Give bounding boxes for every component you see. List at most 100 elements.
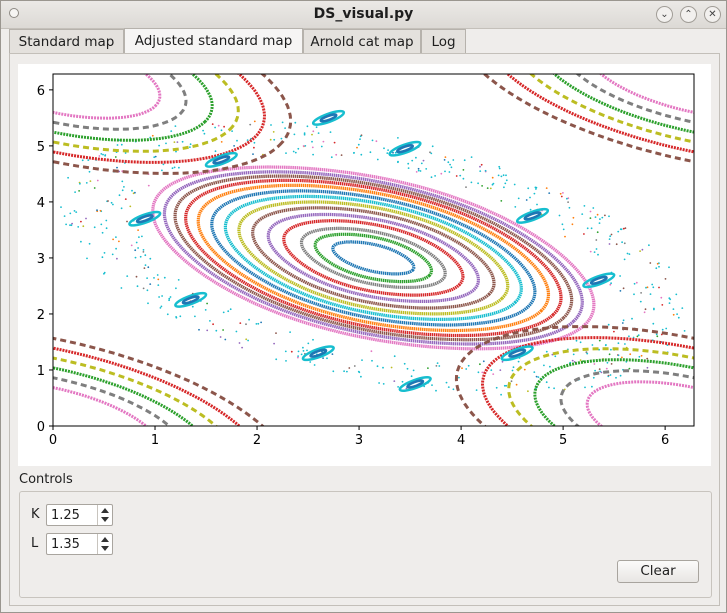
sea-point bbox=[579, 359, 582, 361]
sea-point bbox=[597, 253, 599, 256]
sea-point bbox=[503, 384, 506, 387]
sea-point bbox=[470, 181, 473, 184]
sea-point bbox=[619, 275, 621, 277]
sea-point bbox=[653, 308, 655, 311]
sea-point bbox=[357, 370, 360, 373]
sea-point bbox=[343, 370, 345, 373]
sea-point bbox=[236, 139, 238, 142]
maximize-icon[interactable]: ⌃ bbox=[680, 6, 697, 23]
sea-point bbox=[311, 146, 314, 149]
chaotic-sea bbox=[60, 120, 686, 396]
tab-adjusted-standard-map[interactable]: Adjusted standard map bbox=[124, 28, 303, 54]
sea-point bbox=[641, 248, 644, 251]
tab-log[interactable]: Log bbox=[421, 29, 466, 53]
k-value[interactable]: 1.25 bbox=[51, 508, 80, 523]
sea-point bbox=[664, 278, 667, 280]
sea-point bbox=[645, 286, 647, 289]
sea-point bbox=[500, 175, 503, 178]
sea-point bbox=[599, 370, 601, 373]
tab-arnold-cat-map[interactable]: Arnold cat map bbox=[303, 29, 421, 53]
sea-point bbox=[126, 275, 129, 277]
sea-point bbox=[501, 360, 504, 363]
l-up-arrow-icon[interactable] bbox=[101, 537, 109, 542]
sea-point bbox=[88, 242, 91, 245]
sea-point bbox=[417, 169, 420, 172]
sea-point bbox=[435, 389, 437, 392]
l-spinbox[interactable]: 1.35 bbox=[46, 533, 113, 555]
sea-point bbox=[203, 132, 206, 135]
sea-point bbox=[490, 369, 493, 371]
sea-point bbox=[535, 188, 537, 190]
sea-point bbox=[592, 376, 595, 379]
l-down-arrow-icon[interactable] bbox=[101, 546, 109, 551]
sea-point bbox=[322, 357, 324, 359]
sea-point bbox=[120, 287, 123, 289]
sea-point bbox=[651, 339, 654, 342]
sea-point bbox=[429, 151, 431, 154]
island-ellipse bbox=[319, 113, 338, 123]
sea-point bbox=[560, 195, 563, 198]
x-tick-label: 1 bbox=[151, 433, 159, 448]
sea-point bbox=[124, 152, 127, 154]
sea-point bbox=[401, 380, 404, 383]
sea-point bbox=[211, 123, 214, 125]
sea-point bbox=[312, 153, 314, 156]
sea-point bbox=[591, 344, 594, 346]
invariant-curve bbox=[151, 165, 596, 351]
sea-point bbox=[302, 145, 305, 147]
sea-point bbox=[249, 123, 252, 126]
window-menu-icon[interactable] bbox=[9, 8, 19, 18]
clear-button[interactable]: Clear bbox=[617, 560, 699, 583]
sea-point bbox=[626, 252, 629, 255]
sea-point bbox=[410, 375, 413, 378]
k-down-arrow-icon[interactable] bbox=[101, 517, 109, 522]
sea-point bbox=[315, 126, 318, 129]
minimize-icon[interactable]: ⌄ bbox=[656, 6, 673, 23]
sea-point bbox=[397, 386, 399, 388]
sea-point bbox=[672, 313, 675, 316]
sea-point bbox=[88, 170, 91, 173]
sea-point bbox=[63, 215, 66, 218]
l-value[interactable]: 1.35 bbox=[51, 537, 80, 552]
k-up-arrow-icon[interactable] bbox=[101, 508, 109, 513]
close-icon[interactable]: ✕ bbox=[704, 6, 721, 23]
corner-curve bbox=[559, 369, 694, 426]
k-spinbox[interactable]: 1.25 bbox=[46, 504, 113, 526]
sea-point bbox=[253, 120, 256, 123]
sea-point bbox=[572, 353, 575, 356]
tab-standard-map[interactable]: Standard map bbox=[9, 29, 124, 53]
sea-point bbox=[656, 335, 659, 338]
sea-point bbox=[361, 359, 363, 361]
sea-point bbox=[633, 293, 635, 296]
sea-point bbox=[459, 174, 462, 177]
l-stepper[interactable] bbox=[97, 534, 112, 554]
sea-point bbox=[275, 332, 277, 334]
sea-point bbox=[489, 187, 492, 190]
sea-point bbox=[370, 350, 373, 353]
sea-point bbox=[269, 138, 272, 141]
sea-point bbox=[220, 141, 223, 143]
sea-point bbox=[110, 201, 113, 204]
k-label: K bbox=[31, 507, 40, 522]
sea-point bbox=[564, 235, 566, 238]
sea-point bbox=[551, 353, 554, 356]
sea-point bbox=[369, 151, 372, 154]
sea-point bbox=[450, 166, 453, 169]
sea-point bbox=[294, 121, 297, 124]
sea-point bbox=[100, 223, 103, 226]
sea-point bbox=[609, 235, 612, 238]
sea-point bbox=[481, 185, 483, 187]
sea-point bbox=[312, 130, 315, 133]
sea-point bbox=[168, 299, 171, 302]
k-stepper[interactable] bbox=[97, 505, 112, 525]
sea-point bbox=[619, 228, 622, 231]
sea-point bbox=[638, 355, 641, 358]
sea-point bbox=[572, 216, 575, 219]
sea-point bbox=[635, 281, 638, 284]
island-ellipse bbox=[309, 348, 328, 358]
corner-curve bbox=[552, 74, 694, 134]
sea-point bbox=[514, 206, 517, 208]
sea-point bbox=[137, 247, 139, 249]
sea-point bbox=[463, 159, 466, 162]
island-ellipse bbox=[212, 155, 231, 165]
